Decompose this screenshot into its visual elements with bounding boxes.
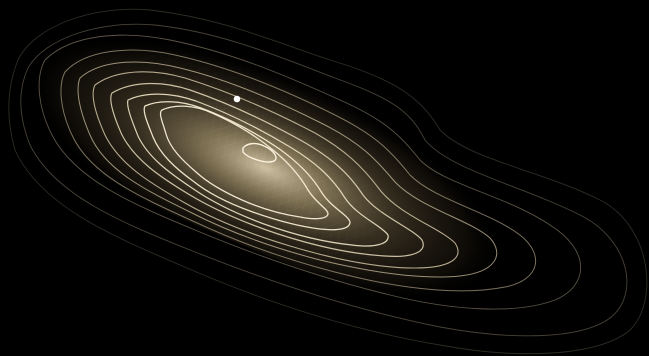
contour-line-8 — [127, 93, 389, 247]
contour-line-6 — [92, 71, 459, 269]
contour-line-7 — [110, 82, 424, 257]
location-marker[interactable] — [233, 95, 241, 103]
contour-line-3 — [38, 34, 582, 310]
contour-line-2 — [20, 23, 628, 337]
contour-line-10 — [159, 105, 329, 220]
contour-line-5 — [77, 61, 498, 278]
contour-line-11 — [242, 142, 277, 163]
contour-line-1 — [8, 8, 648, 355]
contour-line-9 — [143, 101, 351, 231]
contour-lines — [8, 8, 648, 355]
contour-line-4 — [60, 49, 537, 292]
